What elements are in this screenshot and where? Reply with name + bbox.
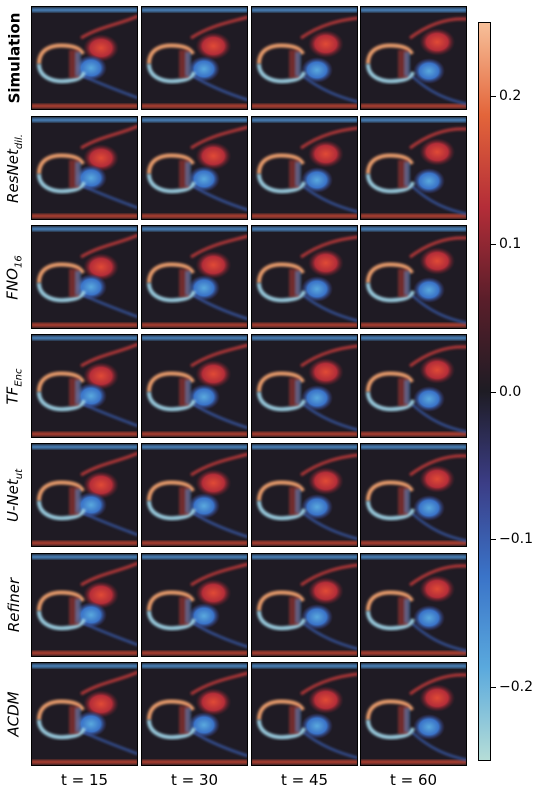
colorbar-tick [491, 243, 496, 245]
heatmap-cell [141, 553, 248, 657]
heatmap-cell [31, 443, 138, 547]
row-label-main: ResNet [3, 148, 22, 203]
column-label: t = 60 [389, 771, 438, 789]
heatmap-cell [251, 662, 358, 766]
colorbar-tick-label: 0.2 [499, 87, 522, 104]
row-label-main: Refiner [5, 577, 23, 633]
row-label-main: FNO [3, 267, 22, 300]
row-label: Simulation [0, 6, 28, 110]
heatmap-cell [360, 225, 467, 329]
heatmap-cell [251, 334, 358, 438]
column-label: t = 30 [170, 771, 219, 789]
row-label-text: Simulation [5, 13, 23, 104]
heatmap-cell [31, 334, 138, 438]
row-label: ACDM [0, 662, 28, 766]
heatmap-cell [31, 553, 138, 657]
heatmap-cell [141, 334, 248, 438]
heatmap-cell [360, 662, 467, 766]
heatmap-cell [360, 6, 467, 110]
row-label-text: TFEnc [4, 368, 25, 404]
heatmap-cell [251, 553, 358, 657]
row-label-text: U-Netut [4, 469, 25, 522]
colorbar-tick [491, 687, 496, 689]
heatmap-cell [141, 662, 248, 766]
colorbar-tick-label: 0.1 [499, 235, 522, 252]
heatmap-cell [360, 443, 467, 547]
row-label-subscript: ut [13, 468, 25, 479]
heatmap-cell [141, 443, 248, 547]
row-label-text: ResNetdil. [4, 134, 25, 203]
heatmap-cell [31, 225, 138, 329]
row-label-text: ACDM [5, 691, 23, 736]
heatmap-cell [360, 553, 467, 657]
column-label: t = 45 [280, 771, 329, 789]
heatmap-cell [360, 334, 467, 438]
row-label-subscript: dil. [13, 133, 25, 149]
heatmap-cell [251, 225, 358, 329]
heatmap-cell [141, 225, 248, 329]
row-label-main: TF [3, 386, 22, 404]
heatmap-cell [141, 6, 248, 110]
heatmap-cell [251, 443, 358, 547]
row-label-subscript: Enc [13, 368, 25, 387]
heatmap-cell [360, 116, 467, 220]
heatmap-cell [141, 116, 248, 220]
row-label: U-Netut [0, 443, 28, 547]
row-label: Refiner [0, 553, 28, 657]
heatmap-cell [251, 116, 358, 220]
heatmap-cell [31, 6, 138, 110]
colorbar-tick-label: −0.2 [499, 679, 533, 696]
colorbar-tick-label: 0.0 [499, 383, 522, 400]
colorbar-tick-label: −0.1 [499, 531, 533, 548]
heatmap-cell [31, 662, 138, 766]
row-label-subscript: 16 [13, 254, 25, 268]
row-label-main: ACDM [5, 691, 24, 737]
row-label-text: FNO16 [4, 255, 25, 299]
heatmap-cell [251, 6, 358, 110]
row-label: TFEnc [0, 334, 28, 438]
colorbar-tick [491, 95, 496, 97]
colorbar-tick [491, 391, 496, 393]
row-label: ResNetdil. [0, 116, 28, 220]
colorbar-tick [491, 539, 496, 541]
row-label-text: Refiner [5, 578, 23, 632]
row-label-main: U-Net [3, 478, 22, 522]
row-label-main: Simulation [5, 12, 24, 104]
column-label: t = 15 [60, 771, 109, 789]
heatmap-cell [31, 116, 138, 220]
colorbar [478, 22, 491, 761]
row-label: FNO16 [0, 225, 28, 329]
